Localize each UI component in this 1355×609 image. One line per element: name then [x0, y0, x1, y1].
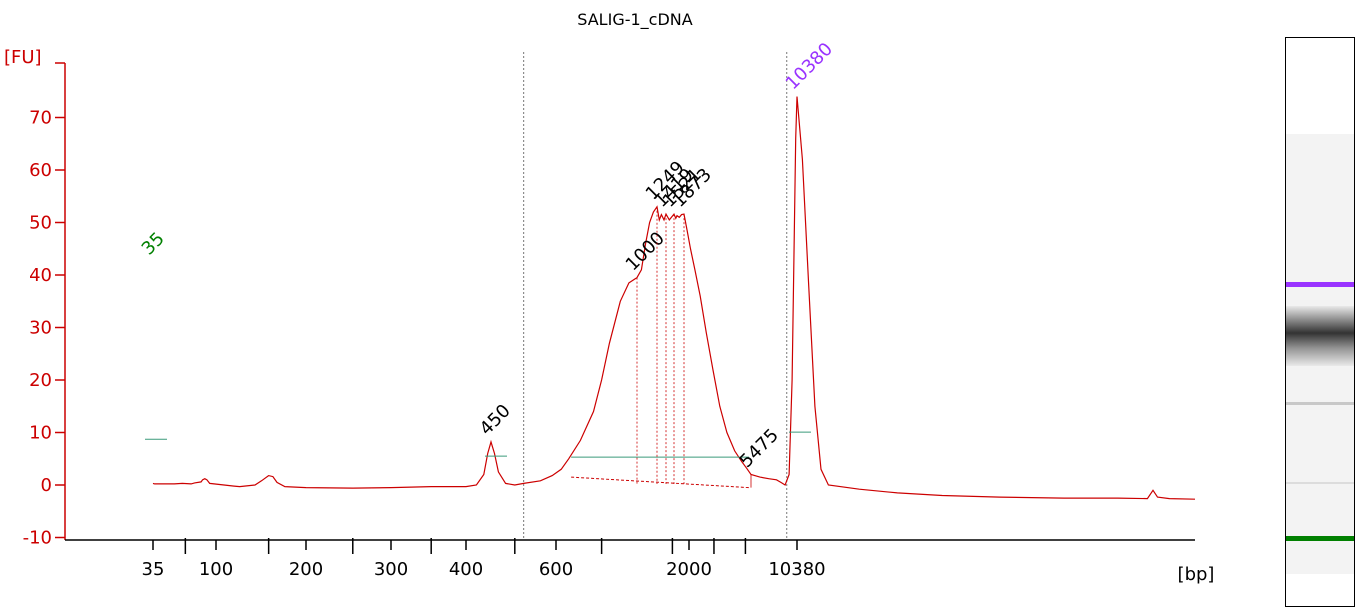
smear-region — [523, 52, 788, 540]
peak-label: 35 — [138, 228, 169, 259]
y-tick-label: 30 — [29, 318, 52, 339]
chart-axes: -10 0 10 20 30 40 50 60 70 35 100 200 300 400 600 2000 1… — [23, 62, 1195, 580]
peak-label: 1000 — [622, 228, 669, 275]
peak-label: 450 — [476, 400, 515, 439]
peak-label: 10380 — [782, 39, 837, 94]
y-tick-label: 60 — [29, 160, 52, 181]
electropherogram-chart: -10 0 10 20 30 40 50 60 70 35 100 200 300 400 600 2000 1… — [4, 10, 1215, 585]
x-tick-label: 400 — [449, 559, 483, 580]
x-tick-label: 300 — [374, 559, 408, 580]
x-tick-label: 100 — [199, 559, 233, 580]
series-line-0 — [152, 96, 1196, 500]
y-tick-label: 10 — [29, 423, 52, 444]
x-axis-label: [bp] — [1178, 564, 1215, 585]
gel-band-faint-lower — [1286, 482, 1354, 484]
gel-lane — [1286, 134, 1354, 574]
x-tick-label: 10380 — [768, 559, 825, 580]
x-tick-label: 35 — [142, 559, 165, 580]
y-tick-label: 50 — [29, 213, 52, 234]
y-axis-label: [FU] — [4, 47, 42, 68]
y-tick-label: 0 — [41, 475, 52, 496]
gel-band-upper-marker — [1286, 282, 1354, 287]
gel-band-faint — [1286, 402, 1354, 405]
y-tick-label: 70 — [29, 108, 52, 129]
peak-label: 5475 — [736, 425, 783, 472]
x-tick-label: 600 — [539, 559, 573, 580]
chart-title: SALIG-1_cDNA — [577, 10, 692, 30]
y-tick-label: -10 — [23, 528, 52, 549]
gel-band-smear — [1286, 306, 1354, 366]
gel-image — [1285, 37, 1355, 607]
gel-band-lower-marker — [1286, 536, 1354, 541]
smear-baseline — [571, 476, 750, 489]
x-tick-label: 2000 — [666, 559, 712, 580]
x-tick-label: 200 — [289, 559, 323, 580]
chart-trace — [152, 96, 1196, 500]
y-tick-label: 40 — [29, 265, 52, 286]
y-tick-label: 20 — [29, 370, 52, 391]
